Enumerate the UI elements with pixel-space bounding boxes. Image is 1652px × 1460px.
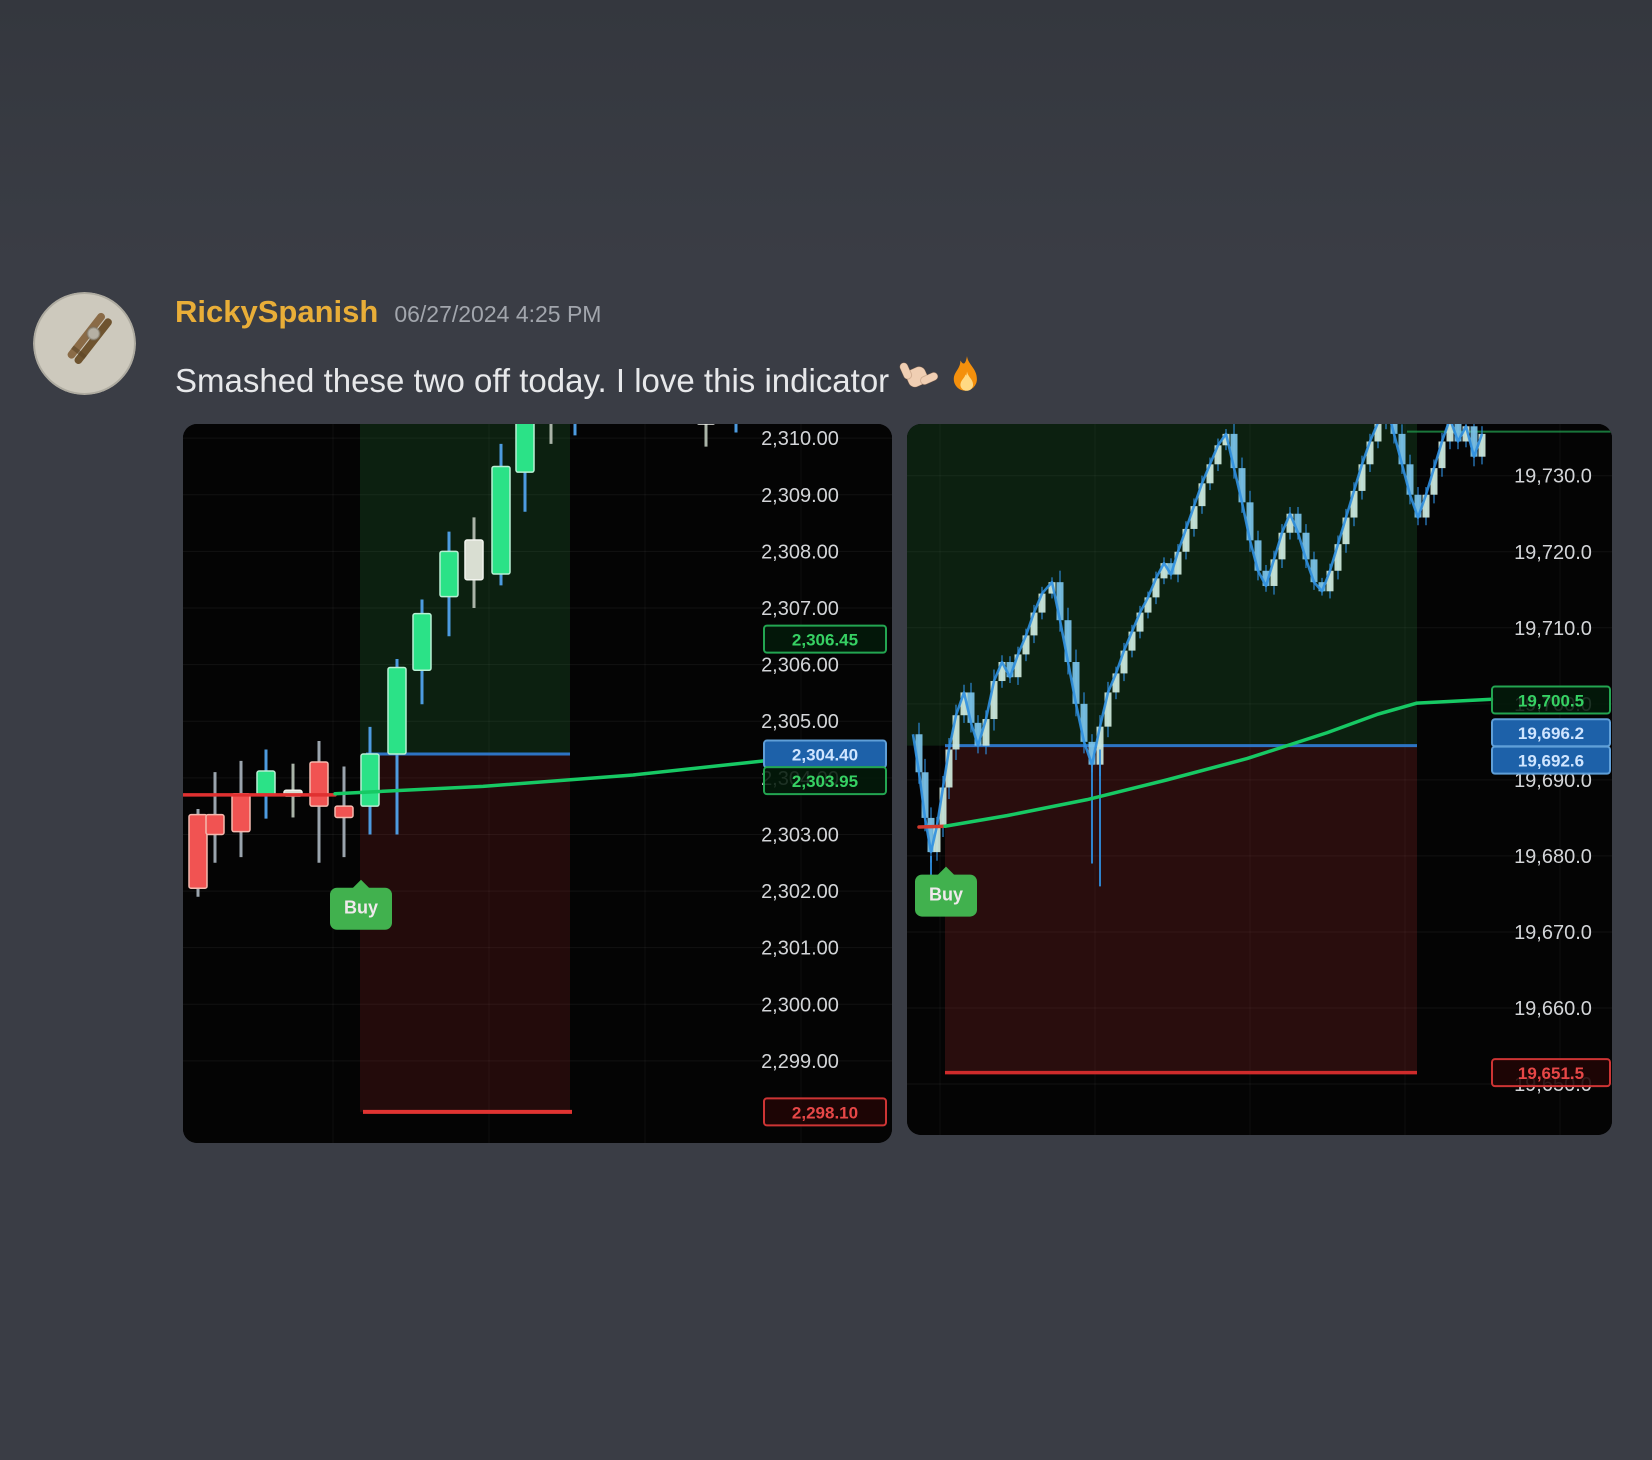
axis-price-label: 2,301.00 bbox=[761, 938, 839, 960]
axis-price-label: 19,690.0 bbox=[1514, 770, 1592, 792]
ema-line bbox=[333, 759, 766, 796]
call-me-hand-emoji bbox=[897, 357, 939, 407]
axis-price-label: 19,670.0 bbox=[1514, 922, 1592, 944]
axis-price-label: 2,308.00 bbox=[761, 541, 839, 563]
ema-price-tag: 19,700.5 bbox=[1491, 685, 1611, 715]
svg-text:2,304.40: 2,304.40 bbox=[792, 746, 858, 765]
svg-text:19,651.5: 19,651.5 bbox=[1518, 1064, 1584, 1083]
axis-price-label: 19,660.0 bbox=[1514, 998, 1592, 1020]
ema-line bbox=[917, 824, 947, 829]
chart-attachment-left[interactable]: Buy 2,310.00 2,309.00 2,308.00 2,307.00 2,306… bbox=[183, 424, 892, 1143]
clothespin-avatar-image bbox=[33, 292, 136, 395]
entry-price-tag: 2,304.40 bbox=[763, 739, 887, 769]
message-body: Smashed these two off today. I love this… bbox=[175, 348, 987, 400]
axis-price-label: 2,303.00 bbox=[761, 824, 839, 846]
axis-price-label: 2,306.00 bbox=[761, 655, 839, 677]
stop-price-tag: 2,298.10 bbox=[763, 1097, 887, 1127]
ema-price-tag: 2,303.95 bbox=[763, 766, 887, 796]
buy-signal-label: Buy bbox=[915, 866, 977, 917]
current-price-tag: 19,692.6 bbox=[1491, 745, 1611, 775]
svg-text:2,303.95: 2,303.95 bbox=[792, 772, 858, 791]
axis-price-label: 2,302.00 bbox=[761, 881, 839, 903]
svg-text:19,692.6: 19,692.6 bbox=[1518, 752, 1584, 771]
axis-price-label: 2,309.00 bbox=[761, 485, 839, 507]
axis-price-label: 2,299.00 bbox=[761, 1051, 839, 1073]
ema-line bbox=[943, 697, 1494, 829]
svg-text:2,298.10: 2,298.10 bbox=[792, 1103, 858, 1122]
stop-price-tag: 19,651.5 bbox=[1491, 1058, 1611, 1088]
target-price-tag: 2,306.45 bbox=[763, 624, 887, 654]
svg-text:Buy: Buy bbox=[929, 885, 963, 905]
axis-price-label: 19,710.0 bbox=[1514, 618, 1592, 640]
svg-text:19,700.5: 19,700.5 bbox=[1518, 692, 1584, 711]
fire-emoji bbox=[947, 355, 987, 407]
axis-price-label: 2,300.00 bbox=[761, 994, 839, 1016]
message-text: Smashed these two off today. I love this… bbox=[175, 362, 890, 399]
message-header: RickySpanish 06/27/2024 4:25 PM bbox=[175, 294, 601, 330]
svg-text:Buy: Buy bbox=[344, 898, 378, 918]
axis-price-label: 2,307.00 bbox=[761, 598, 839, 620]
bull-zone bbox=[907, 424, 1417, 746]
price-line bbox=[911, 424, 1484, 854]
axis-price-label: 19,730.0 bbox=[1514, 466, 1592, 488]
svg-text:2,306.45: 2,306.45 bbox=[792, 631, 858, 650]
avatar[interactable] bbox=[33, 292, 136, 395]
buy-signal-label: Buy bbox=[330, 879, 392, 930]
axis-price-label: 2,310.00 bbox=[761, 428, 839, 450]
axis-price-label: 2,305.00 bbox=[761, 711, 839, 733]
username[interactable]: RickySpanish bbox=[175, 294, 379, 329]
svg-text:19,696.2: 19,696.2 bbox=[1518, 724, 1584, 743]
bear-zone bbox=[360, 754, 570, 1112]
entry-price-tag: 19,696.2 bbox=[1491, 718, 1611, 748]
timestamp: 06/27/2024 4:25 PM bbox=[394, 301, 602, 327]
axis-price-label: 19,720.0 bbox=[1514, 542, 1592, 564]
bear-zone bbox=[945, 745, 1417, 1073]
chart-attachment-right[interactable]: Buy19,730.019,720.019,710.019,700.019,69… bbox=[907, 424, 1612, 1135]
axis-price-label: 19,680.0 bbox=[1514, 846, 1592, 868]
